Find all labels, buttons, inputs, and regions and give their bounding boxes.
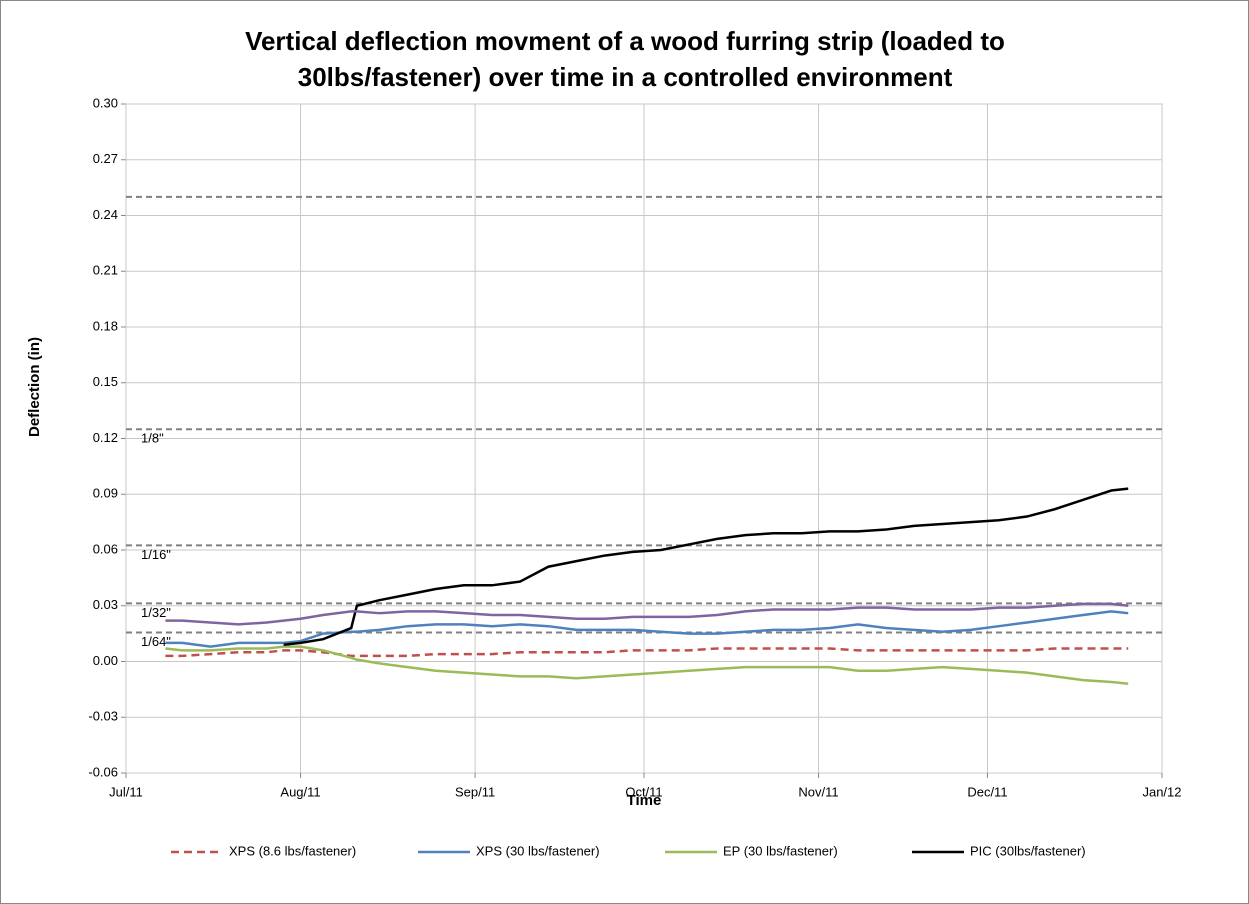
y-tick-label: 0.18 bbox=[93, 318, 118, 333]
y-tick-label: 0.27 bbox=[93, 151, 118, 166]
series-line bbox=[165, 602, 1129, 626]
reference-label: 1/16" bbox=[141, 547, 171, 562]
x-axis-label: Time bbox=[627, 792, 662, 809]
series-line bbox=[165, 645, 1129, 686]
y-tick-label: 0.12 bbox=[93, 430, 118, 445]
series-line bbox=[165, 610, 1129, 648]
y-tick-label: 0.03 bbox=[93, 597, 118, 612]
legend-label: EP (30 lbs/fastener) bbox=[723, 843, 838, 858]
x-tick-label: Jan/12 bbox=[1142, 784, 1181, 799]
y-tick-label: 0.00 bbox=[93, 653, 118, 668]
legend-label: XPS (30 lbs/fastener) bbox=[476, 843, 600, 858]
y-tick-label: 0.30 bbox=[93, 95, 118, 110]
series-line bbox=[165, 647, 1129, 658]
reference-label: 1/64" bbox=[141, 634, 171, 649]
y-tick-label: 0.06 bbox=[93, 541, 118, 556]
y-tick-label: 0.09 bbox=[93, 486, 118, 501]
y-tick-label: -0.06 bbox=[88, 764, 118, 779]
y-tick-label: 0.24 bbox=[93, 207, 118, 222]
reference-label: 1/8" bbox=[141, 431, 164, 446]
x-tick-label: Dec/11 bbox=[967, 784, 1007, 799]
x-tick-label: Sep/11 bbox=[455, 784, 495, 799]
x-tick-label: Aug/11 bbox=[280, 784, 320, 799]
chart-title: Vertical deflection movment of a wood fu… bbox=[245, 26, 1005, 92]
reference-label: 1/32" bbox=[141, 605, 171, 620]
x-tick-label: Jul/11 bbox=[109, 784, 143, 799]
legend-label: PIC (30lbs/fastener) bbox=[970, 843, 1086, 858]
legend-label: XPS (8.6 lbs/fastener) bbox=[229, 843, 356, 858]
y-tick-label: 0.21 bbox=[93, 263, 118, 278]
y-tick-label: -0.03 bbox=[88, 709, 118, 724]
series-line bbox=[283, 487, 1129, 647]
x-tick-label: Oct/11 bbox=[625, 784, 662, 799]
y-tick-label: 0.15 bbox=[93, 374, 118, 389]
y-axis-label: Deflection (in) bbox=[26, 337, 43, 437]
x-tick-label: Nov/11 bbox=[798, 784, 838, 799]
